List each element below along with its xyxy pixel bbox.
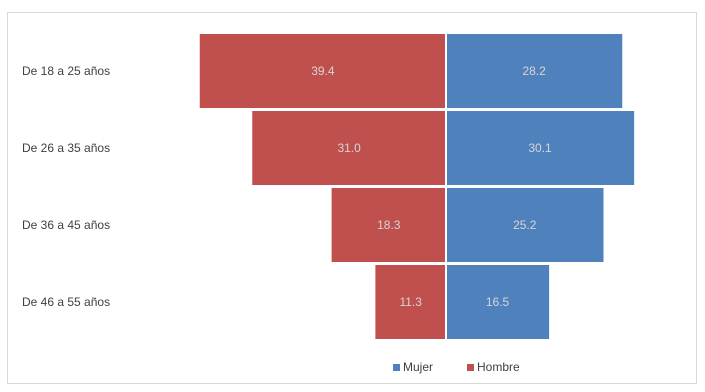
hombre-legend-label: Hombre — [477, 360, 520, 374]
category-label: De 36 a 45 años — [22, 218, 110, 232]
hombre-data-label: 39.4 — [311, 64, 335, 78]
hombre-bar — [252, 111, 446, 185]
hombre-bar — [375, 265, 446, 339]
hombre-data-label: 11.3 — [399, 295, 422, 309]
mujer-bar — [446, 265, 550, 339]
mujer-data-label: 28.2 — [522, 64, 546, 78]
mujer-data-label: 30.1 — [528, 141, 552, 155]
mujer-bar — [446, 111, 635, 185]
category-label: De 46 a 55 años — [22, 295, 110, 309]
mujer-bar — [446, 34, 623, 108]
mujer-data-label: 16.5 — [486, 295, 510, 309]
mujer-legend-swatch — [393, 364, 400, 371]
hombre-data-label: 18.3 — [377, 218, 401, 232]
hombre-legend-swatch — [467, 364, 474, 371]
mujer-legend-label: Mujer — [403, 360, 433, 374]
mujer-bar — [446, 188, 604, 262]
category-label: De 26 a 35 años — [22, 141, 110, 155]
hombre-data-label: 31.0 — [337, 141, 361, 155]
hombre-bar — [199, 34, 446, 108]
mujer-data-label: 25.2 — [513, 218, 537, 232]
category-label: De 18 a 25 años — [22, 64, 110, 78]
hombre-bar — [331, 188, 446, 262]
